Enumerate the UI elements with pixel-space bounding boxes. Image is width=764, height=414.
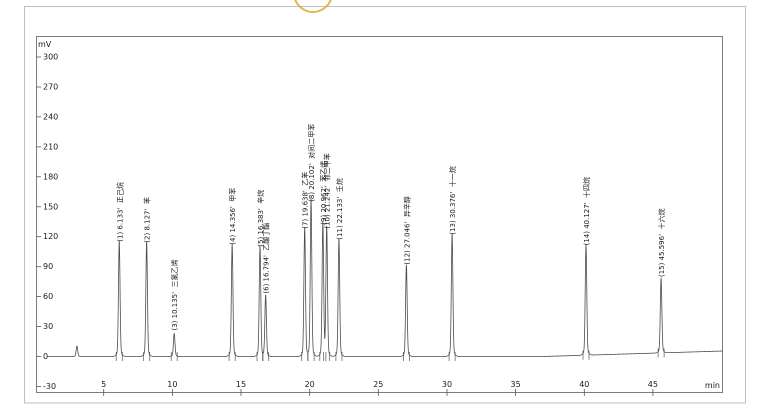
- peak-label: (3) 10.135' 三氯乙烯: [170, 259, 179, 330]
- peak-label: (2) 8.127' 苯: [143, 197, 152, 243]
- y-tick-label: -30: [43, 382, 56, 391]
- y-tick-label: 90: [43, 262, 53, 271]
- peak-label: (15) 45.596' 十六烷: [657, 209, 666, 277]
- peak-label: (7) 19.638' 乙苯: [301, 172, 310, 229]
- peak-label: (11) 22.133' 壬烷: [335, 178, 344, 239]
- x-tick-label: 15: [236, 380, 246, 389]
- x-tick-label: 25: [373, 380, 383, 389]
- peak-label: (6) 16.794' 乙酸丁酯: [262, 223, 271, 294]
- x-tick-label: 30: [442, 380, 452, 389]
- chromatogram-trace: [47, 198, 723, 357]
- x-tick-label: 35: [511, 380, 521, 389]
- y-tick-label: 60: [43, 292, 53, 301]
- peak-label: (13) 30.376' 十一烷: [448, 166, 457, 234]
- y-tick-label: 180: [43, 172, 58, 181]
- y-tick-label: 210: [43, 142, 58, 151]
- peak-label: (1) 6.133' 正己烷: [115, 182, 124, 242]
- x-tick-label: 10: [167, 380, 177, 389]
- x-tick-label: 40: [579, 380, 589, 389]
- x-tick-label: 45: [648, 380, 658, 389]
- y-axis-unit-label: mV: [38, 40, 52, 49]
- y-tick-label: 300: [43, 53, 58, 62]
- y-tick-label: 120: [43, 232, 58, 241]
- peak-label: (4) 14.356' 甲苯: [228, 188, 237, 245]
- x-axis-ticks: 5 10 15 20 25 30 35 40 45: [101, 380, 658, 396]
- y-tick-label: 270: [43, 83, 58, 92]
- peak-label: (8) 20.102' 对间二甲苯: [307, 124, 316, 202]
- y-tick-label: 240: [43, 112, 58, 121]
- peak-label: (12) 27.046' 异辛醇: [402, 196, 411, 264]
- peak-label: (9) 20.962' 苯乙烯: [319, 161, 328, 225]
- y-tick-label: 150: [43, 202, 58, 211]
- peak-label: (5) 16.383' 辛烷: [256, 190, 265, 247]
- x-tick-label: 20: [305, 380, 315, 389]
- x-axis-unit-label: min: [705, 381, 720, 390]
- y-tick-label: 30: [43, 322, 53, 331]
- watermark-stamp-icon: [294, 0, 332, 13]
- peak-label: (10) 21.242' 邻二甲苯: [323, 153, 332, 228]
- outer-frame: [24, 6, 746, 404]
- plot-area: [36, 36, 723, 393]
- y-tick-label: 0: [43, 352, 48, 361]
- peak-label: (14) 40.127' 十四烷: [582, 177, 591, 245]
- peak-labels: (1) 6.133' 正己烷 (2) 8.127' 苯 (3) 10.135' 三氯…: [115, 124, 666, 331]
- x-tick-label: 5: [101, 380, 106, 389]
